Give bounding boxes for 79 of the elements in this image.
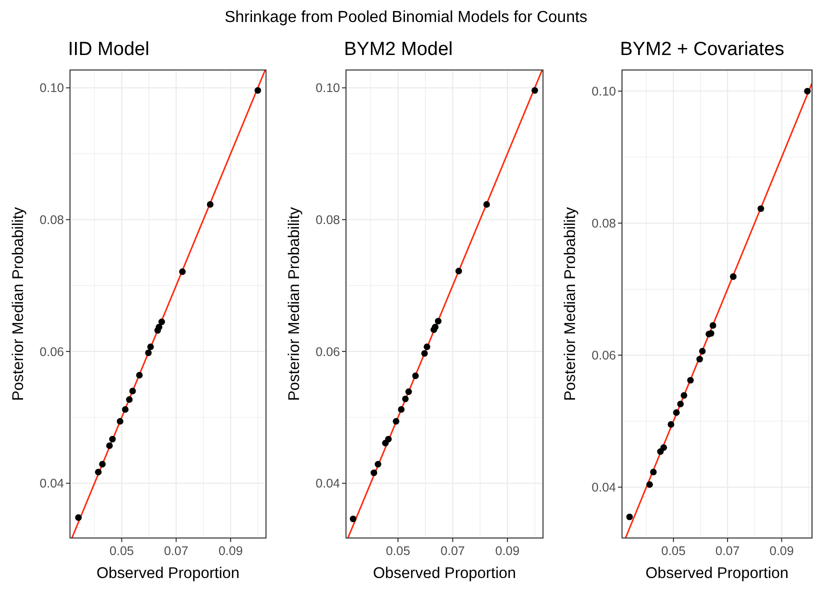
x-axis-title: Observed Proportion: [372, 565, 516, 582]
x-tick-label: 0.05: [386, 544, 410, 558]
point: [696, 356, 703, 362]
x-tick-label: 0.09: [770, 544, 794, 558]
y-tick-label: 0.06: [40, 344, 64, 359]
text: Shrinkage from Pooled Binomial Models for Counts: [224, 9, 588, 26]
point: [483, 201, 490, 208]
point: [626, 514, 633, 520]
point: [95, 468, 102, 476]
x-tick-label: 0.07: [164, 544, 188, 558]
point: [122, 406, 129, 413]
point: [136, 372, 143, 378]
point: [392, 418, 400, 425]
y-tick-label: 0.04: [592, 480, 616, 495]
point: [660, 444, 667, 451]
chart-title: IID Model: [68, 39, 150, 60]
point: [673, 409, 680, 416]
y-tick-label: 0.04: [316, 476, 340, 491]
point: [145, 349, 152, 356]
point: [405, 388, 412, 395]
x-tick-label: 0.09: [495, 544, 520, 558]
point: [206, 201, 214, 208]
x-tick-label: 0.07: [715, 544, 740, 558]
point: [370, 469, 378, 476]
point: [646, 481, 653, 488]
point: [126, 396, 133, 403]
point: [531, 87, 538, 94]
x-tick-label: 0.09: [218, 544, 243, 558]
point: [129, 388, 136, 394]
point: [158, 318, 166, 326]
point: [710, 322, 716, 329]
point: [254, 87, 262, 94]
y-axis-title: Posterior Median Probability: [562, 206, 579, 401]
x-axis-title: Observed Proportion: [96, 565, 240, 582]
point: [730, 273, 737, 280]
point: [804, 88, 811, 94]
point: [385, 436, 392, 442]
chart-title: BYM2 Model: [344, 39, 453, 60]
y-tick-label: 0.06: [316, 344, 340, 359]
y-tick-label: 0.10: [592, 84, 616, 98]
point: [99, 460, 106, 468]
chart-title: BYM2 + Covariates: [620, 39, 784, 60]
y-tick-label: 0.10: [40, 81, 64, 96]
point: [179, 268, 186, 275]
point: [434, 318, 442, 324]
point: [668, 421, 674, 428]
point: [398, 406, 405, 413]
point: [116, 418, 124, 425]
point: [350, 516, 356, 522]
point: [421, 350, 428, 357]
y-tick-label: 0.04: [40, 476, 64, 491]
y-tick-label: 0.10: [316, 81, 340, 96]
point: [147, 344, 154, 350]
point: [75, 514, 82, 521]
point: [680, 392, 688, 399]
y-tick-label: 0.08: [40, 213, 64, 228]
point: [402, 396, 409, 402]
point: [455, 268, 462, 274]
point: [687, 376, 694, 384]
point: [109, 436, 116, 442]
point: [156, 324, 162, 330]
point: [677, 400, 684, 408]
point: [412, 372, 419, 380]
y-tick-label: 0.08: [592, 216, 616, 231]
x-tick-label: 0.05: [110, 544, 134, 558]
y-tick-label: 0.08: [316, 213, 340, 228]
x-tick-label: 0.07: [440, 544, 465, 558]
point: [424, 344, 430, 350]
x-tick-label: 0.05: [661, 544, 686, 558]
point: [432, 324, 438, 330]
point: [106, 442, 113, 450]
y-axis-title: Posterior Median Probability: [286, 206, 303, 401]
point: [699, 348, 706, 354]
point: [650, 468, 657, 476]
point: [374, 460, 382, 468]
x-axis-title: Observed Proportion: [645, 565, 789, 582]
y-axis-title: Posterior Median Probability: [10, 206, 27, 401]
y-tick-label: 0.06: [592, 348, 616, 363]
point: [758, 205, 764, 212]
